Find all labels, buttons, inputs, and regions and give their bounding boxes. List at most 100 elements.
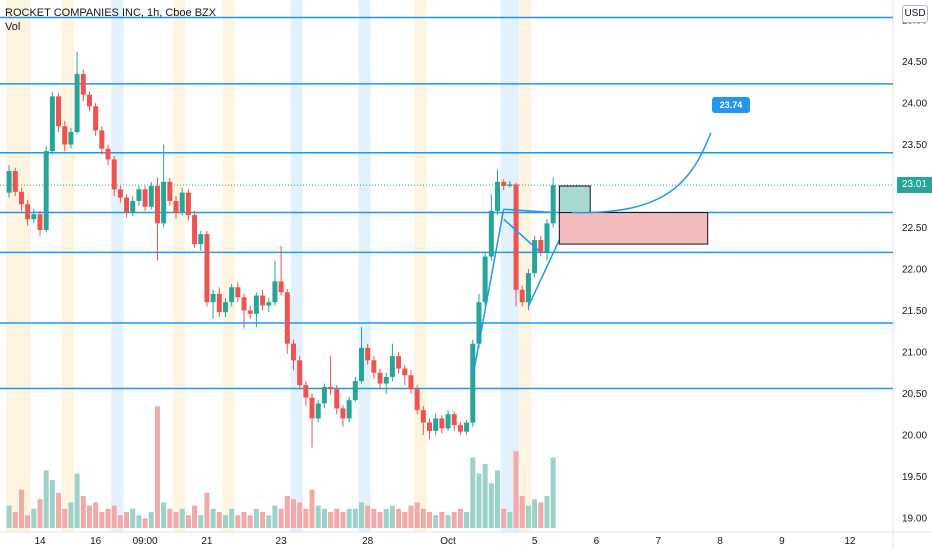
volume-bar: [204, 492, 210, 528]
volume-bar: [130, 508, 136, 528]
volume-bar: [303, 508, 309, 528]
candle-body: [173, 200, 179, 213]
volume-bar: [532, 499, 538, 528]
volume-bar: [439, 512, 445, 528]
volume-bar: [284, 496, 290, 528]
candle-body: [222, 302, 228, 313]
volume-bar: [222, 515, 228, 528]
candle-body: [513, 184, 519, 290]
price-tick-label: 22.50: [902, 223, 927, 234]
currency-button[interactable]: USD: [902, 5, 928, 23]
volume-bar: [464, 512, 470, 528]
candle-body: [253, 295, 259, 314]
wedge-trendline: [472, 209, 505, 378]
volume-indicator-label: Vol: [5, 21, 21, 33]
candle-body: [49, 96, 55, 152]
session-band-2: [111, 0, 124, 532]
candle-body: [396, 356, 402, 369]
candle-body: [229, 287, 235, 303]
volume-bar: [328, 512, 334, 528]
candle-body: [426, 422, 432, 431]
volume-bar: [247, 515, 253, 528]
candle-body: [260, 295, 266, 306]
time-tick-label: 5: [532, 536, 538, 547]
time-tick-label: 7: [655, 536, 661, 547]
candle-body: [161, 181, 167, 224]
volume-bar: [37, 499, 43, 528]
volume-bar: [198, 515, 204, 528]
candle-body: [142, 189, 148, 207]
volume-bar: [93, 502, 99, 528]
session-band-0: [6, 0, 31, 532]
candle-body: [111, 159, 117, 190]
volume-bar: [99, 512, 105, 528]
candle-body: [62, 126, 68, 145]
candle-body: [86, 94, 92, 107]
volume-bar: [470, 457, 476, 528]
time-tick-label: 09:00: [133, 536, 158, 547]
volume-bar: [142, 518, 148, 528]
candle-body: [550, 185, 556, 224]
price-tick-label: 20.50: [902, 389, 927, 400]
price-tick-label: 19.00: [902, 514, 927, 525]
time-tick-label: 12: [844, 536, 856, 547]
candle-body: [25, 204, 31, 220]
session-band-7: [414, 0, 427, 532]
volume-bar: [538, 502, 544, 528]
volume-bar: [396, 508, 402, 528]
price-tick-label: 19.50: [902, 472, 927, 483]
volume-bar: [56, 492, 62, 528]
price-tick-label: 20.00: [902, 431, 927, 442]
candle-body: [124, 197, 130, 213]
volume-bar: [550, 457, 556, 528]
volume-bar: [365, 505, 371, 528]
session-band-9: [519, 0, 532, 532]
candle-body: [501, 181, 507, 186]
time-tick-label: 21: [201, 536, 213, 547]
volume-bar: [74, 473, 80, 528]
volume-bar: [31, 508, 37, 528]
candle-body: [433, 418, 439, 431]
candle-body: [532, 239, 538, 274]
candle-body: [451, 414, 457, 426]
time-tick-label: 9: [779, 536, 785, 547]
last-price-tag: 23.01: [897, 177, 932, 193]
time-tick-label: 8: [717, 536, 723, 547]
candle-body: [216, 293, 222, 313]
volume-bar: [352, 508, 358, 528]
time-tick-label: Oct: [440, 536, 456, 547]
candle-body: [439, 418, 445, 429]
volume-bar: [124, 512, 130, 528]
volume-bar: [507, 512, 513, 528]
stop-loss-zone-box: [558, 212, 709, 245]
target-price-callout: 23.74: [712, 97, 750, 113]
candle-body: [68, 132, 74, 145]
time-tick-label: 6: [594, 536, 600, 547]
volume-bar: [167, 508, 173, 528]
volume-bar: [210, 508, 216, 528]
volume-bar: [334, 508, 340, 528]
volume-bar: [68, 502, 74, 528]
wedge-trendline: [527, 239, 561, 307]
volume-bar: [12, 512, 18, 528]
candle-body: [297, 360, 303, 386]
candle-body: [12, 171, 18, 192]
candle-body: [266, 302, 272, 306]
volume-bar: [49, 480, 55, 528]
candle-body: [488, 210, 494, 257]
volume-bar: [161, 502, 167, 528]
candle-body: [185, 192, 191, 216]
volume-bar: [272, 505, 278, 528]
candle-body: [278, 281, 284, 293]
volume-bar: [544, 496, 550, 528]
volume-bar: [476, 473, 482, 528]
volume-bar: [260, 512, 266, 528]
volume-bar: [105, 508, 111, 528]
volume-bar: [229, 508, 235, 528]
candle-body: [525, 273, 531, 303]
volume-bar: [136, 515, 142, 528]
candle-body: [544, 223, 550, 253]
volume-bar: [253, 508, 259, 528]
